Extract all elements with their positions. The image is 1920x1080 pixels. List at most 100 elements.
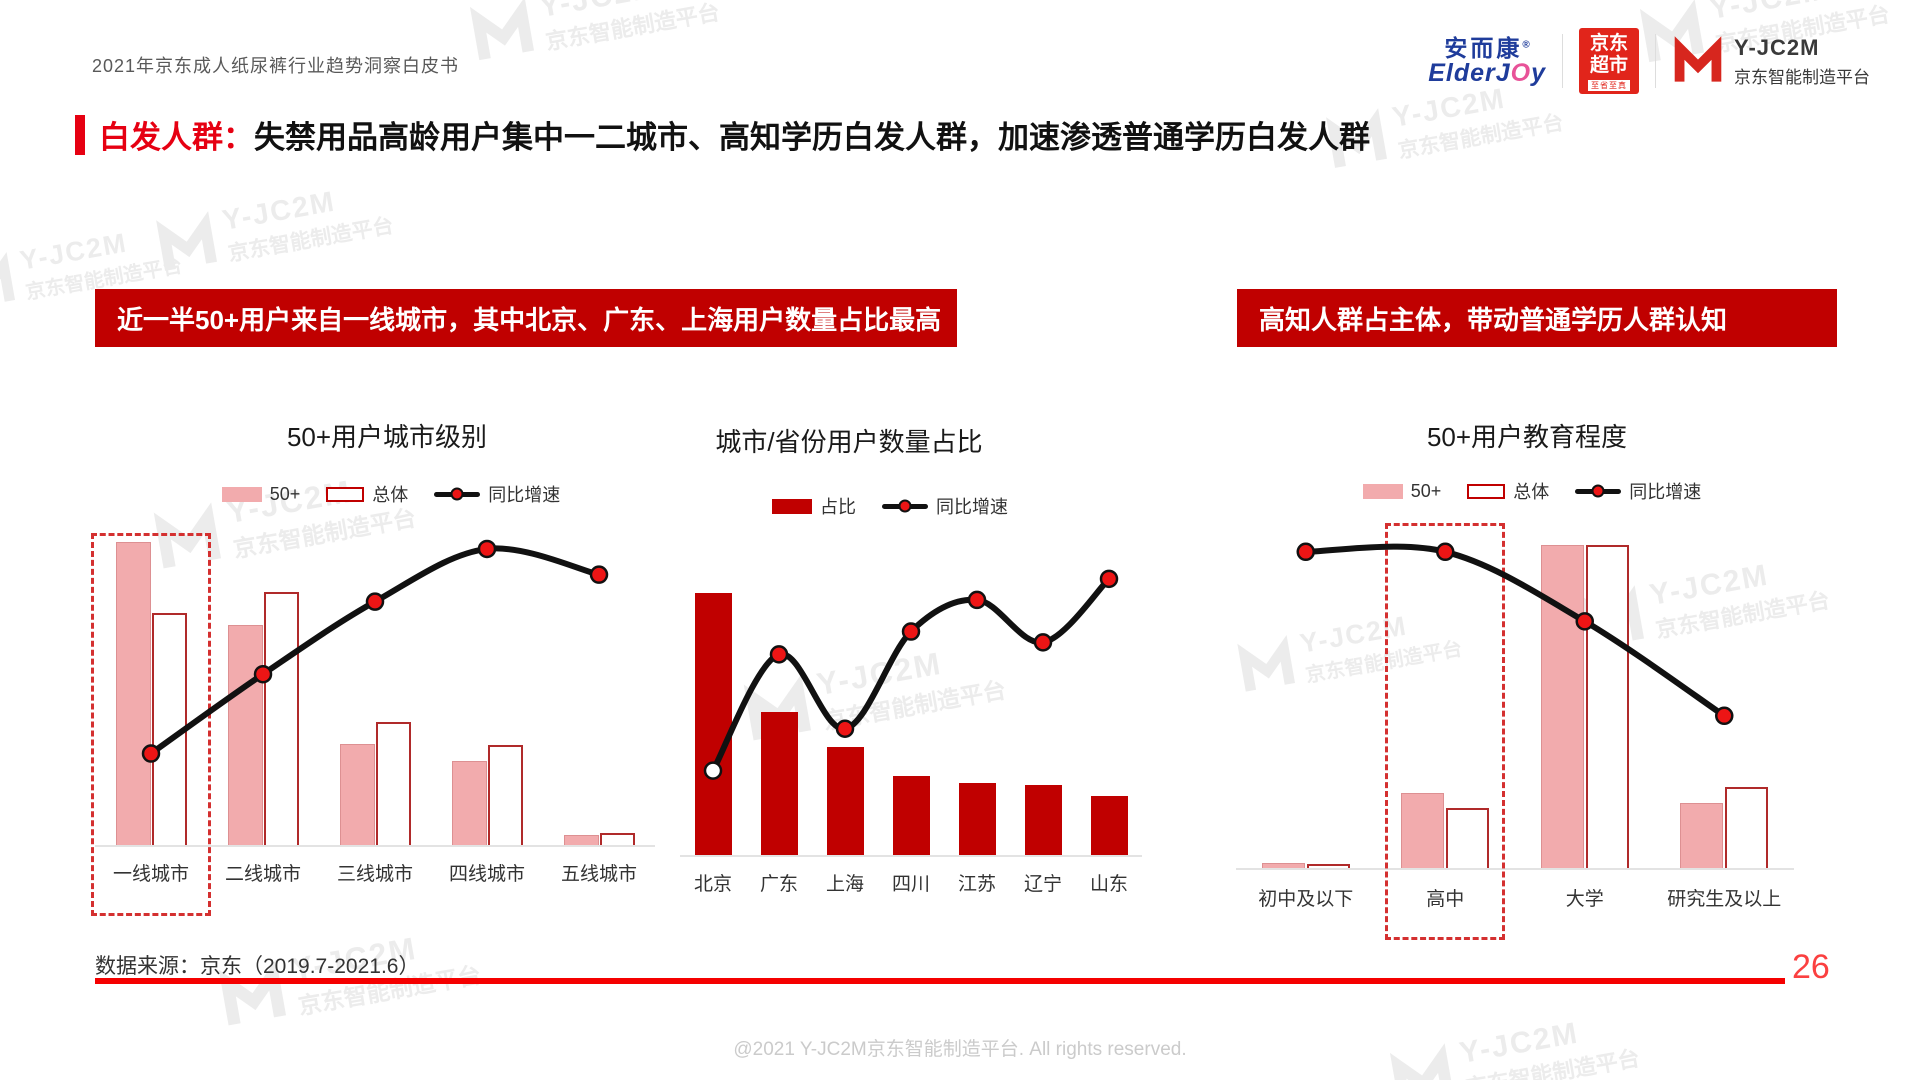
page-number: 26 xyxy=(1792,948,1830,986)
line-marker xyxy=(1575,612,1594,631)
line-marker xyxy=(1715,706,1734,726)
watermark-m-icon xyxy=(1326,108,1388,168)
category-label: 一线城市 xyxy=(112,864,189,885)
watermark: Y-JC2M京东智能制造平台 xyxy=(466,0,722,69)
jd-logo-slogan: 至省至真 xyxy=(1588,79,1630,91)
legend-line-swatch xyxy=(434,487,481,501)
category-label: 初中及以下 xyxy=(1258,889,1354,910)
bar-占比-江苏 xyxy=(958,783,996,855)
legend-label: 50+ xyxy=(1410,480,1442,501)
legend-item: 占比 xyxy=(772,493,856,519)
line-marker xyxy=(769,645,789,664)
banner-right: 高知人群占主体，带动普通学历人群认知 xyxy=(1237,289,1837,347)
elderjoy-heart-o: O xyxy=(1510,58,1532,87)
yjc2m-name: Y-JC2M xyxy=(1734,34,1820,60)
bar-总体-大学 xyxy=(1585,545,1629,868)
data-source: 数据来源：京东（2019.7-2021.6） xyxy=(95,955,420,978)
bar-占比-广东 xyxy=(760,711,798,855)
banner-left: 近一半50+用户来自一线城市，其中北京、广东、上海用户数量占比最高 xyxy=(95,289,957,347)
headline-accent-bar xyxy=(75,114,85,155)
bar-占比-上海 xyxy=(826,746,864,855)
line-marker xyxy=(1436,542,1455,562)
jd-supermarket-logo: 京东 超市 至省至真 xyxy=(1579,28,1639,94)
legend-item: 50+ xyxy=(1362,480,1442,502)
line-marker xyxy=(1033,633,1053,652)
chart-province-share: 城市/省份用户数量占比 占比 同比增速 北京 广东 上海 四川 江苏 辽宁 山东 xyxy=(680,425,1142,896)
chart-legend: 50+ 总体 同比增速 xyxy=(1253,480,1811,502)
bar-占比-四川 xyxy=(892,776,930,855)
chart-categories: 北京 广东 上海 四川 江苏 辽宁 山东 xyxy=(680,869,1142,896)
legend-item: 同比增速 xyxy=(882,493,1008,519)
watermark-m-icon xyxy=(0,252,16,309)
chart-plot xyxy=(680,569,1142,857)
line-marker xyxy=(141,744,161,763)
watermark-m-icon xyxy=(156,211,218,271)
line-marker xyxy=(703,761,723,780)
bar-50+-研究生及以上 xyxy=(1680,802,1724,868)
line-marker xyxy=(835,719,855,738)
category-label: 五线城市 xyxy=(560,864,637,885)
legend-label: 50+ xyxy=(269,483,301,504)
chart-title: 50+用户教育程度 xyxy=(1426,422,1628,452)
legend-outline-swatch xyxy=(1467,483,1506,499)
bar-总体-四线城市 xyxy=(487,744,523,845)
category-label: 广东 xyxy=(759,874,798,895)
category-label: 辽宁 xyxy=(1023,874,1062,895)
legend-label: 同比增速 xyxy=(936,497,1008,517)
line-marker xyxy=(589,565,609,584)
bar-50+-高中 xyxy=(1401,793,1445,868)
bar-50+-五线城市 xyxy=(563,834,599,845)
legend-marker-dot xyxy=(898,499,912,513)
category-label: 山东 xyxy=(1089,874,1128,895)
chart-title: 城市/省份用户数量占比 xyxy=(715,427,983,457)
bar-50+-四线城市 xyxy=(451,761,487,845)
highlight-dashed-box xyxy=(91,533,211,916)
legend-label: 总体 xyxy=(372,485,409,505)
copyright: @2021 Y-JC2M京东智能制造平台. All rights reserve… xyxy=(733,1039,1187,1060)
chart-legend: 50+ 总体 同比增速 xyxy=(111,483,671,505)
footer-rule xyxy=(95,978,1785,984)
chart-education-level: 50+用户教育程度 50+ 总体 同比增速 初中及以下 高中 大学 研究生及以上 xyxy=(1236,420,1794,940)
bar-占比-辽宁 xyxy=(1024,785,1062,855)
line-marker xyxy=(967,590,987,610)
elderjoy-cn-text: 安而康® xyxy=(1444,36,1529,60)
legend-item: 同比增速 xyxy=(434,481,560,507)
legend-pink-swatch xyxy=(1362,483,1403,499)
line-marker xyxy=(365,592,385,611)
watermark-m-icon xyxy=(153,502,222,569)
growth-line xyxy=(1296,542,1734,726)
category-label: 四川 xyxy=(891,874,930,895)
chart-plot xyxy=(1236,523,1794,940)
bar-总体-三线城市 xyxy=(375,721,411,845)
legend-outline-swatch xyxy=(326,486,365,502)
growth-line xyxy=(141,539,609,763)
legend-marker-dot xyxy=(450,487,464,501)
legend-item: 总体 xyxy=(326,481,408,507)
category-label: 大学 xyxy=(1565,889,1604,910)
watermark-m-icon xyxy=(469,0,535,61)
bar-50+-三线城市 xyxy=(339,743,375,845)
category-label: 上海 xyxy=(825,874,864,895)
bar-50+-一线城市 xyxy=(115,541,151,845)
legend-label: 同比增速 xyxy=(1629,482,1702,502)
bar-总体-五线城市 xyxy=(599,832,635,845)
legend-line-swatch xyxy=(1575,484,1622,498)
bar-总体-研究生及以上 xyxy=(1725,787,1769,868)
growth-line-path xyxy=(1302,543,1728,719)
watermark-m-icon xyxy=(1639,0,1705,63)
elderjoy-cn: 安而康 xyxy=(1444,34,1523,61)
chart-title: 50+用户城市级别 xyxy=(286,422,488,452)
category-label: 三线城市 xyxy=(336,864,413,885)
chart-legend: 占比 同比增速 xyxy=(659,495,1121,517)
elderjoy-logo: 安而康® ElderJOy xyxy=(1428,36,1546,86)
line-marker xyxy=(901,622,921,641)
highlight-dashed-box xyxy=(1385,523,1506,940)
yjc2m-text: Y-JC2M 京东智能制造平台 xyxy=(1734,35,1870,88)
category-label: 北京 xyxy=(693,874,732,895)
legend-line-swatch xyxy=(882,499,928,513)
watermark-m-icon xyxy=(218,959,287,1026)
